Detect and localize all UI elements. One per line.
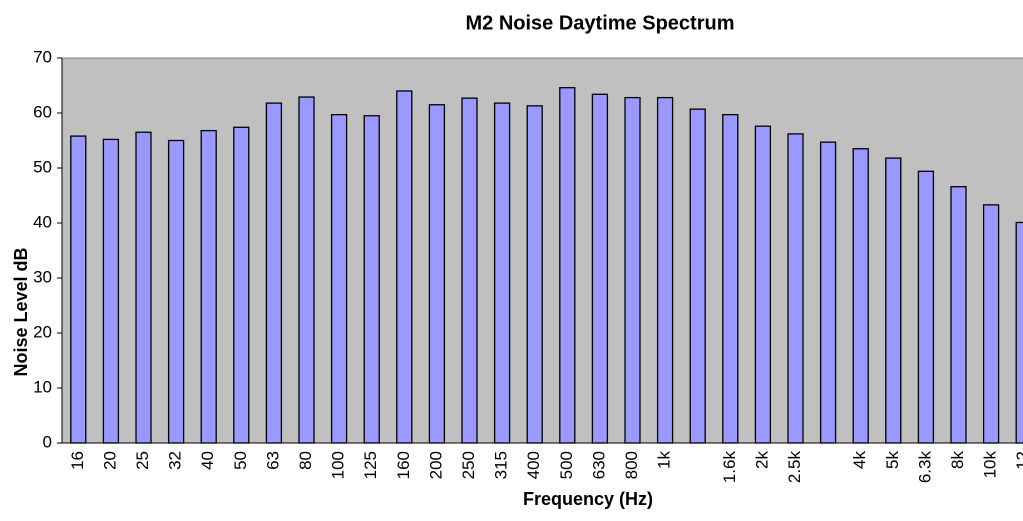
- bar: [656, 96, 674, 444]
- bar: [363, 115, 380, 444]
- bar: [265, 102, 283, 444]
- x-axis-title: Frequency (Hz): [523, 489, 653, 509]
- bar: [819, 141, 837, 444]
- x-tick-label: 80: [296, 451, 315, 470]
- y-tick-label: 60: [33, 102, 52, 121]
- bar: [950, 186, 967, 444]
- x-tick-label: 400: [524, 451, 543, 479]
- x-tick-label: 25: [133, 451, 152, 470]
- x-tick-label: 125: [361, 451, 380, 479]
- bar: [461, 97, 478, 444]
- x-tick-label: 10k: [981, 451, 1000, 479]
- x-tick-label: 500: [557, 451, 576, 479]
- x-tick-label: 32: [166, 451, 185, 470]
- x-tick-label: 4k: [850, 451, 869, 469]
- x-tick-label: 20: [100, 451, 119, 470]
- x-tick-label: 1k: [655, 451, 674, 469]
- y-tick-label: 30: [33, 267, 52, 286]
- x-tick-label: 250: [459, 451, 478, 479]
- bar: [102, 138, 120, 444]
- bar: [428, 104, 446, 444]
- bar: [624, 96, 641, 444]
- bar: [493, 102, 511, 444]
- x-tick-label: 8k: [948, 451, 967, 469]
- x-tick-label: 315: [492, 451, 511, 479]
- x-tick-label: 100: [329, 451, 348, 479]
- bar: [591, 93, 609, 444]
- bar: [200, 129, 217, 444]
- x-tick-label: 16: [68, 451, 87, 470]
- x-tick-label: 1.6k: [720, 451, 739, 484]
- y-tick-label: 50: [33, 157, 52, 176]
- y-tick-label: 0: [43, 432, 52, 451]
- x-tick-label: 63: [263, 451, 282, 470]
- bar: [1015, 221, 1023, 444]
- bar: [917, 170, 935, 444]
- y-tick-label: 70: [33, 47, 52, 66]
- bar: [885, 157, 902, 444]
- bar: [233, 126, 250, 444]
- bar: [330, 114, 348, 444]
- x-tick-label: 12: [1013, 451, 1023, 470]
- bar: [722, 114, 739, 444]
- bar: [167, 139, 185, 444]
- chart-title: M2 Noise Daytime Spectrum: [466, 12, 735, 34]
- x-tick-label: 5k: [883, 451, 902, 469]
- bar: [298, 96, 315, 444]
- bar: [689, 108, 706, 444]
- bar: [135, 131, 152, 444]
- x-tick-label: 40: [198, 451, 217, 470]
- y-axis-title: Noise Level dB: [11, 247, 31, 376]
- x-tick-label: 2.5k: [785, 451, 804, 484]
- y-tick-label: 20: [33, 322, 52, 341]
- x-tick-label: 50: [231, 451, 250, 470]
- bar: [982, 204, 1000, 444]
- bar: [396, 90, 413, 444]
- bar: [787, 133, 804, 444]
- x-tick-label: 800: [622, 451, 641, 479]
- bar: [559, 87, 576, 444]
- x-tick-label: 630: [589, 451, 608, 479]
- y-tick-label: 40: [33, 212, 52, 231]
- x-tick-label: 160: [394, 451, 413, 479]
- x-tick-label: 200: [426, 451, 445, 479]
- bar: [754, 125, 772, 444]
- bar: [70, 135, 87, 444]
- bar: [526, 105, 543, 444]
- x-tick-label: 6.3k: [915, 451, 934, 484]
- y-tick-label: 10: [33, 377, 52, 396]
- bar: [852, 148, 869, 444]
- x-tick-label: 2k: [752, 451, 771, 469]
